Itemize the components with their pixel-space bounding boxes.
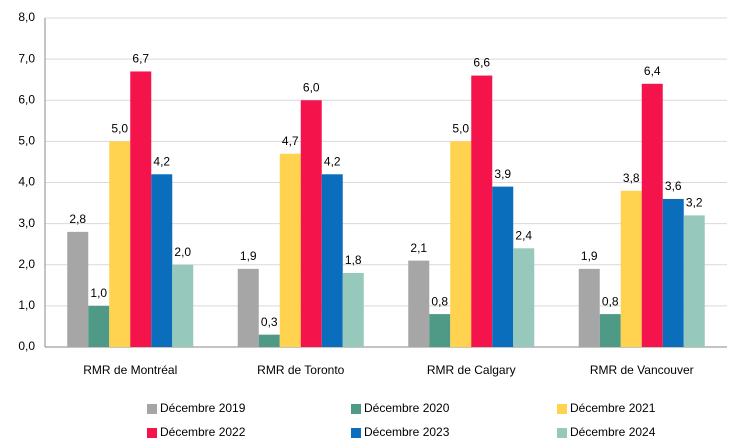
data-label: 2,1 [410,241,427,255]
legend-label: Décembre 2024 [570,425,656,438]
legend-swatch [147,404,157,414]
y-tick-label: 7,0 [18,51,35,65]
bar [513,248,535,347]
data-label: 6,6 [473,56,490,70]
y-tick-label: 5,0 [18,134,35,148]
bar [599,314,621,347]
y-tick-label: 8,0 [18,10,35,24]
legend-swatch [351,404,361,414]
bar [130,71,152,348]
data-label: 4,2 [324,154,341,168]
legend-label: Décembre 2023 [364,425,450,438]
data-label: 6,0 [303,80,320,94]
data-label: 3,8 [623,171,640,185]
y-tick-label: 6,0 [18,92,35,106]
bar [279,153,301,347]
bar [471,75,493,347]
data-label: 0,8 [602,294,619,308]
bar [408,260,430,347]
legend-label: Décembre 2022 [160,425,246,438]
x-tick-label: RMR de Vancouver [590,363,694,377]
bar [429,314,451,347]
legend-swatch [557,428,567,438]
data-label: 2,0 [174,245,191,259]
bar [620,190,642,347]
bar [683,215,705,347]
data-label: 1,9 [581,249,598,263]
data-label: 3,9 [494,167,511,181]
data-label: 5,0 [111,122,128,136]
bar [450,141,472,347]
data-label: 1,8 [345,253,362,267]
data-label: 2,4 [515,228,532,242]
bar [237,268,259,347]
data-label: 6,4 [644,64,661,78]
legend-swatch [351,428,361,438]
bar [109,141,131,347]
y-tick-label: 2,0 [18,257,35,271]
y-tick-label: 1,0 [18,298,35,312]
data-label: 2,8 [69,212,86,226]
bar [662,198,684,347]
data-label: 4,7 [282,134,299,148]
data-label: 4,2 [153,154,170,168]
bar [151,174,173,347]
data-label: 1,0 [90,286,107,300]
data-label: 1,9 [240,249,257,263]
legend-label: Décembre 2019 [160,401,246,415]
legend-label: Décembre 2020 [364,401,450,415]
x-tick-label: RMR de Toronto [257,363,344,377]
bar [258,334,280,347]
bar [342,272,364,347]
x-tick-label: RMR de Calgary [427,363,516,377]
bar [300,100,322,347]
legend-swatch [147,428,157,438]
legend-swatch [557,404,567,414]
bar [492,186,514,347]
y-tick-label: 4,0 [18,175,35,189]
data-label: 3,2 [686,196,703,210]
y-tick-label: 0,0 [18,339,35,353]
bar [67,231,89,347]
legend-label: Décembre 2021 [570,401,656,415]
data-label: 5,0 [452,122,469,136]
bar [88,305,110,347]
bar [641,83,663,348]
bar [321,174,343,347]
x-tick-label: RMR de Montréal [83,363,177,377]
data-label: 0,3 [261,315,278,329]
data-label: 3,6 [665,179,682,193]
data-label: 0,8 [431,294,448,308]
bar [172,264,194,347]
bar [578,268,600,347]
data-label: 6,7 [132,52,149,66]
y-tick-label: 3,0 [18,216,35,230]
